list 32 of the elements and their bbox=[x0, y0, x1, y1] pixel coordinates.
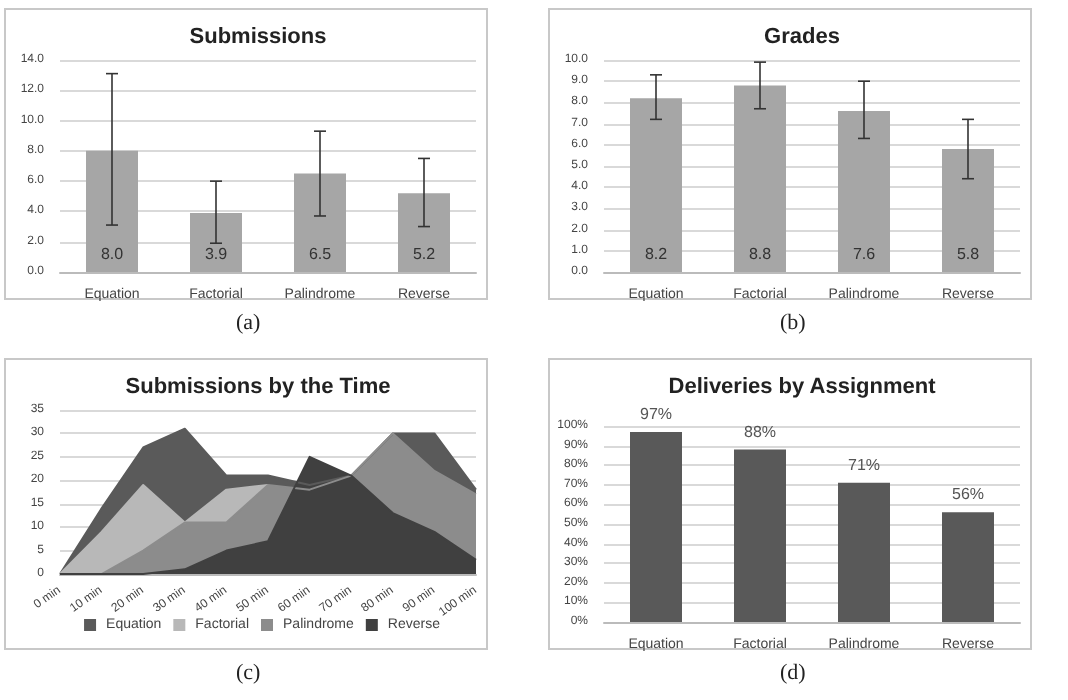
bar bbox=[190, 212, 242, 272]
data-label: 6.5 bbox=[308, 245, 333, 263]
bar bbox=[734, 85, 786, 272]
chart-title: Grades bbox=[764, 25, 840, 49]
data-label: 88% bbox=[743, 422, 777, 441]
text: (c) bbox=[236, 661, 262, 685]
chart-title: Submissions by the Time bbox=[125, 375, 391, 399]
bar bbox=[398, 193, 450, 272]
bar bbox=[734, 449, 786, 622]
bar bbox=[838, 482, 890, 622]
bar bbox=[942, 149, 994, 272]
bar bbox=[942, 512, 994, 622]
bar bbox=[86, 150, 138, 272]
bar bbox=[838, 110, 890, 272]
data-label: 5.2 bbox=[412, 245, 437, 263]
data-label: 3.9 bbox=[204, 245, 229, 263]
data-label: 8.0 bbox=[100, 245, 125, 263]
bar bbox=[630, 431, 682, 622]
data-label: 8.8 bbox=[748, 245, 773, 263]
text: (d) bbox=[780, 661, 807, 685]
text: (b) bbox=[780, 311, 807, 335]
data-label: 5.8 bbox=[956, 245, 981, 263]
data-label: 56% bbox=[951, 485, 985, 504]
bar bbox=[630, 98, 682, 272]
chart-title: Deliveries by Assignment bbox=[668, 375, 937, 399]
data-label: 97% bbox=[639, 404, 673, 423]
chart-title: Submissions bbox=[189, 25, 327, 49]
data-label: 7.6 bbox=[852, 245, 877, 263]
data-label: 71% bbox=[847, 455, 881, 474]
data-label: 8.2 bbox=[644, 245, 669, 263]
bar bbox=[294, 173, 346, 272]
text: (a) bbox=[236, 311, 262, 335]
